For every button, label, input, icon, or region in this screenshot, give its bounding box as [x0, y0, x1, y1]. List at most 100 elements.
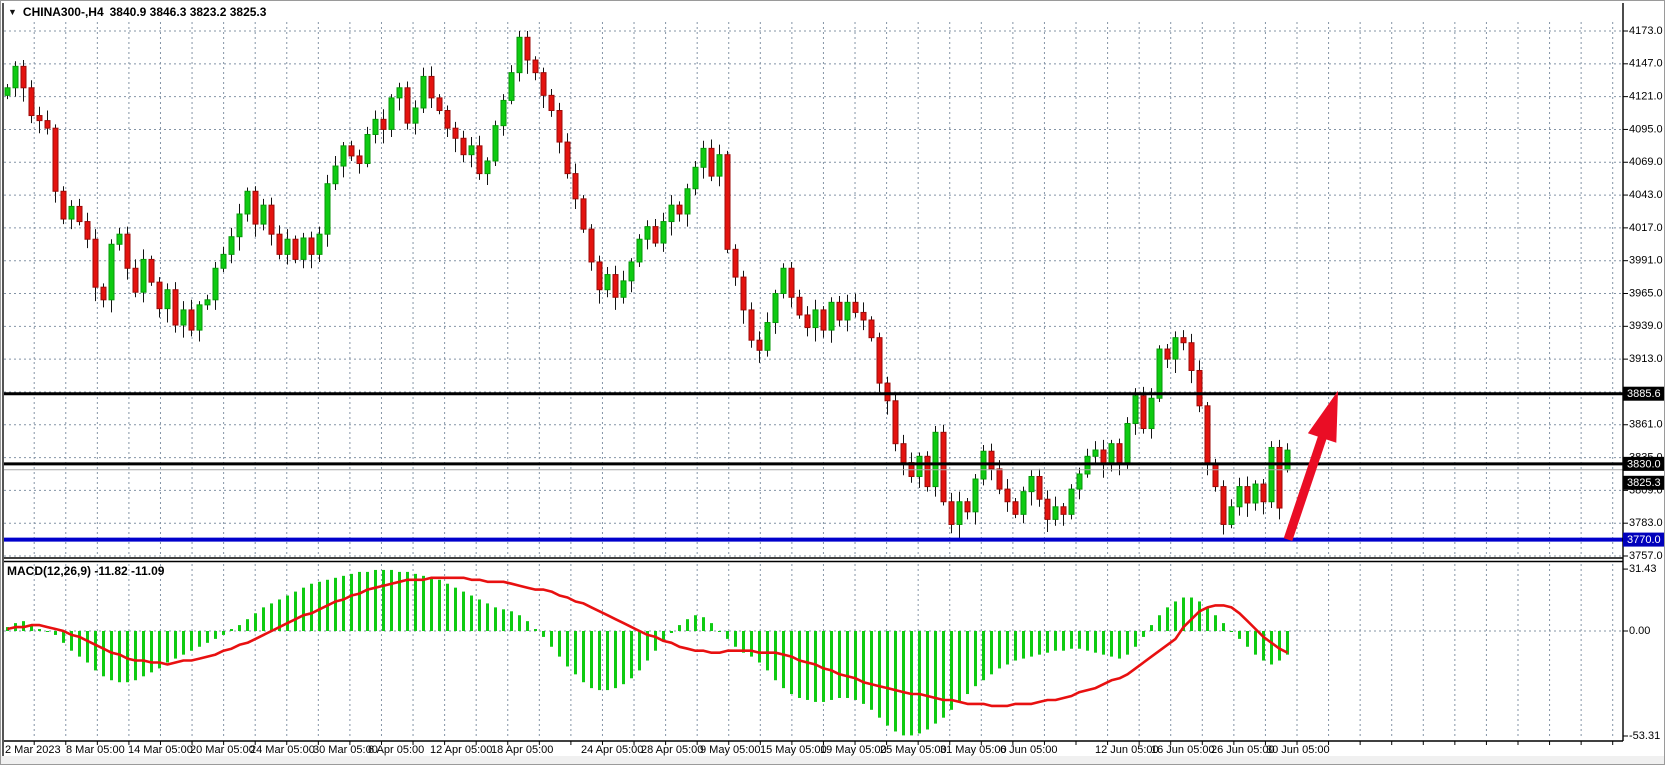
candle-bearish — [1188, 342, 1195, 371]
price-axis-label: 4043.0 — [1629, 189, 1663, 201]
macd-histogram-bar — [6, 627, 9, 631]
candle-bullish — [916, 455, 923, 477]
time-axis-label: 25 May 05:00 — [880, 744, 947, 756]
candle-bearish — [1100, 449, 1107, 465]
macd-histogram-bar — [534, 629, 537, 631]
candle-bullish — [1092, 449, 1099, 457]
macd-histogram-bar — [334, 577, 337, 631]
time-axis-label: 30 Mar 05:00 — [313, 744, 378, 756]
time-axis-label: 8 Mar 05:00 — [66, 744, 125, 756]
macd-histogram-bar — [1078, 631, 1081, 649]
candle-bearish — [996, 468, 1003, 490]
trend-arrow-shaft[interactable] — [1283, 430, 1329, 542]
candle-bearish — [36, 115, 43, 122]
candle-bullish — [108, 243, 115, 301]
candle-bullish — [396, 87, 403, 99]
macd-histogram-bar — [94, 631, 97, 671]
candle-bearish — [252, 190, 259, 225]
candle-bullish — [828, 301, 835, 331]
candle-bullish — [1124, 422, 1131, 464]
macd-histogram-bar — [246, 619, 249, 631]
macd-histogram-bar — [902, 631, 905, 736]
macd-histogram-bar — [702, 617, 705, 631]
candle-bearish — [476, 145, 483, 175]
candle-bearish — [452, 127, 459, 139]
candle-bullish — [668, 204, 675, 223]
macd-histogram-bar — [294, 591, 297, 631]
candle-bullish — [1228, 506, 1235, 525]
macd-histogram-bar — [966, 631, 969, 695]
macd-histogram-bar — [1126, 631, 1129, 655]
candle-bearish — [436, 97, 443, 112]
macd-histogram-bar — [550, 631, 553, 647]
candle-bullish — [484, 160, 491, 175]
candle-bearish — [988, 450, 995, 470]
candle-bullish — [388, 97, 395, 130]
candle-bullish — [1108, 443, 1115, 465]
panel-divider[interactable] — [3, 558, 1623, 562]
candle-bullish — [764, 322, 771, 351]
candle-bullish — [620, 280, 627, 298]
candle-bearish — [676, 204, 683, 215]
macd-histogram-bar — [1102, 631, 1105, 655]
candle-bullish — [644, 226, 651, 240]
candle-bullish — [716, 154, 723, 177]
trend-arrow-head[interactable] — [1307, 390, 1338, 443]
price-axis-label: 4173.0 — [1629, 25, 1663, 37]
macd-histogram-bar — [918, 631, 921, 734]
macd-histogram-bar — [1046, 631, 1049, 653]
macd-histogram-bar — [582, 631, 585, 683]
macd-histogram-bar — [862, 631, 865, 704]
candle-bullish — [116, 233, 123, 245]
candle-bearish — [548, 94, 555, 112]
macd-histogram-bar — [478, 599, 481, 631]
macd-histogram-bar — [1206, 607, 1209, 631]
macd-histogram-bar — [102, 631, 105, 677]
macd-histogram-bar — [302, 587, 305, 631]
macd-histogram-bar — [718, 631, 721, 632]
macd-histogram-bar — [470, 595, 473, 631]
candle-bullish — [1284, 449, 1291, 471]
macd-histogram-bar — [518, 615, 521, 631]
macd-histogram-bar — [726, 631, 729, 639]
candle-bullish — [700, 147, 707, 168]
candle-bullish — [1068, 488, 1075, 515]
candle-bullish — [508, 72, 515, 101]
current-price-line-price-box — [1623, 475, 1664, 490]
macd-histogram-bar — [878, 631, 881, 718]
candle-bearish — [564, 141, 571, 175]
time-axis-label: 16 Jun 05:00 — [1151, 744, 1215, 756]
candle-bearish — [540, 72, 547, 96]
macd-indicator-label: MACD(12,26,9) -11.82 -11.09 — [7, 564, 165, 578]
macd-histogram-bar — [734, 631, 737, 647]
symbol-dropdown-icon[interactable]: ▼ — [8, 7, 17, 17]
macd-histogram-bar — [990, 631, 993, 675]
price-axis-label: 3965.0 — [1629, 287, 1663, 299]
macd-signal-line — [7, 576, 1289, 708]
candle-bearish — [1196, 369, 1203, 407]
macd-histogram-bar — [670, 631, 673, 633]
macd-histogram-bar — [150, 631, 153, 673]
macd-histogram-bar — [430, 577, 433, 631]
macd-histogram-bar — [46, 631, 49, 632]
time-axis-label: 20 Mar 05:00 — [190, 744, 255, 756]
macd-histogram-bar — [806, 631, 809, 700]
candle-bearish — [28, 87, 35, 117]
macd-histogram-bar — [222, 631, 225, 635]
time-axis-label: 28 Apr 05:00 — [641, 744, 703, 756]
candle-bearish — [572, 173, 579, 200]
lower-support-line-price-label: 3770.0 — [1627, 534, 1661, 546]
candle-bearish — [748, 309, 755, 341]
time-axis-label: 9 May 05:00 — [700, 744, 761, 756]
macd-histogram-bar — [262, 607, 265, 631]
macd-histogram-bar — [438, 579, 441, 631]
macd-histogram-bar — [558, 631, 561, 657]
macd-histogram-bar — [998, 631, 1001, 669]
candle-bullish — [1076, 473, 1083, 490]
macd-histogram-bar — [1270, 631, 1273, 665]
candle-bullish — [324, 183, 331, 235]
macd-histogram-bar — [662, 631, 665, 641]
price-axis-label: 3783.0 — [1629, 517, 1663, 529]
macd-histogram-bar — [38, 629, 41, 631]
